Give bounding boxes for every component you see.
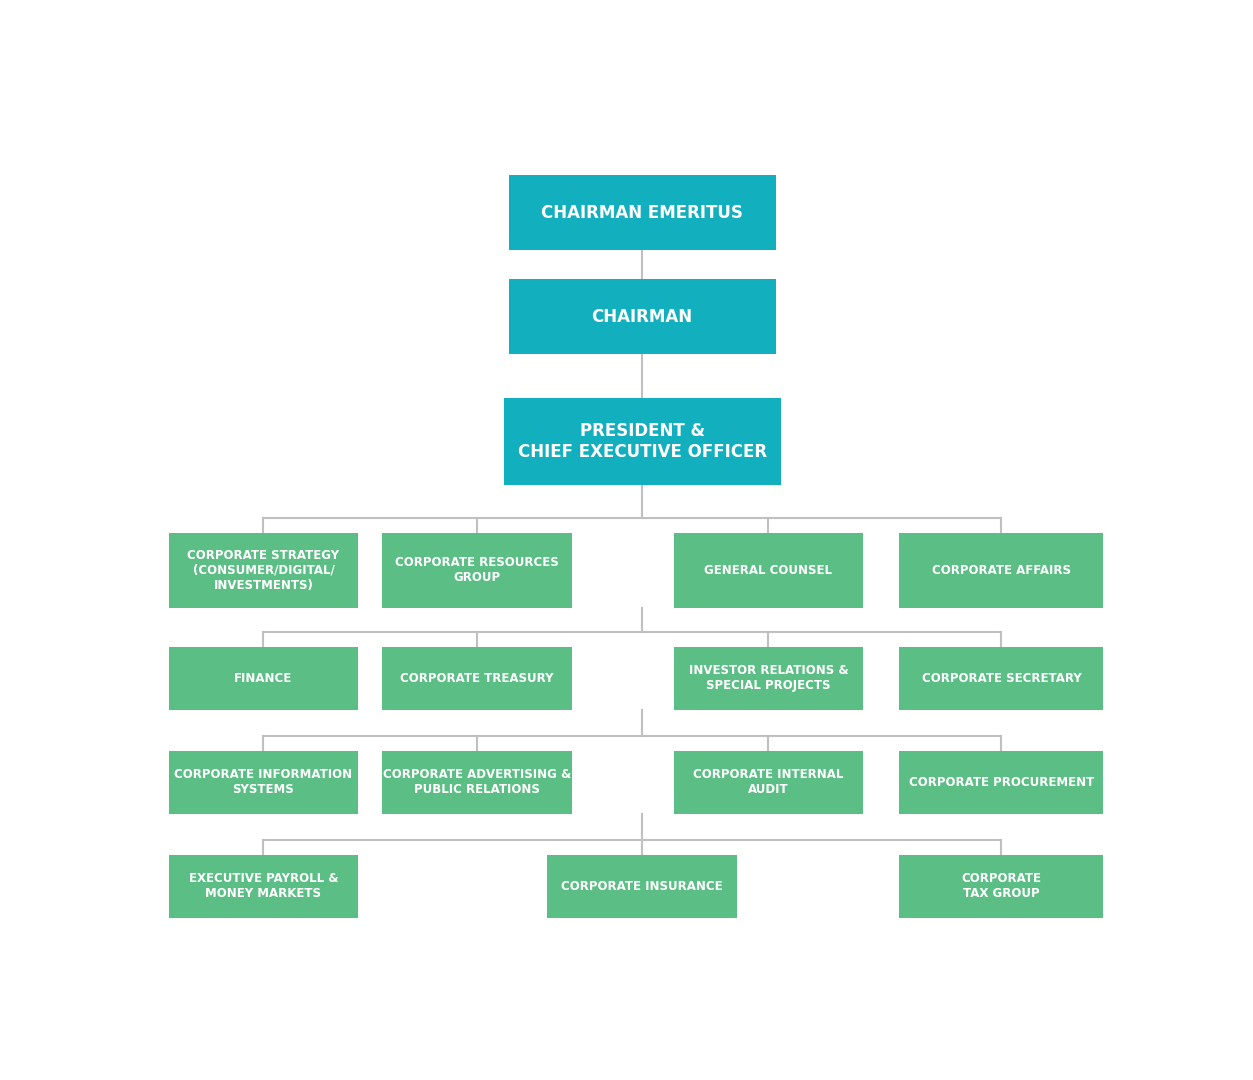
Text: CORPORATE AFFAIRS: CORPORATE AFFAIRS [932,564,1071,577]
FancyBboxPatch shape [169,647,358,710]
FancyBboxPatch shape [382,752,571,813]
FancyBboxPatch shape [674,532,863,608]
FancyBboxPatch shape [504,397,781,485]
FancyBboxPatch shape [674,647,863,710]
Text: CORPORATE ADVERTISING &
PUBLIC RELATIONS: CORPORATE ADVERTISING & PUBLIC RELATIONS [383,768,571,796]
FancyBboxPatch shape [169,752,358,813]
FancyBboxPatch shape [382,647,571,710]
Text: CORPORATE RESOURCES
GROUP: CORPORATE RESOURCES GROUP [395,556,559,584]
Text: CORPORATE TREASURY: CORPORATE TREASURY [400,672,554,685]
Text: CORPORATE
TAX GROUP: CORPORATE TAX GROUP [961,873,1041,901]
Text: CHAIRMAN EMERITUS: CHAIRMAN EMERITUS [541,204,743,221]
Text: CORPORATE STRATEGY
(CONSUMER/DIGITAL/
INVESTMENTS): CORPORATE STRATEGY (CONSUMER/DIGITAL/ IN… [188,549,340,592]
FancyBboxPatch shape [169,855,358,918]
Text: CHAIRMAN: CHAIRMAN [591,308,693,326]
FancyBboxPatch shape [169,532,358,608]
FancyBboxPatch shape [900,855,1104,918]
Text: CORPORATE INFORMATION
SYSTEMS: CORPORATE INFORMATION SYSTEMS [174,768,352,796]
FancyBboxPatch shape [900,647,1104,710]
FancyBboxPatch shape [509,175,776,251]
Text: CORPORATE INTERNAL
AUDIT: CORPORATE INTERNAL AUDIT [693,768,843,796]
Text: INVESTOR RELATIONS &
SPECIAL PROJECTS: INVESTOR RELATIONS & SPECIAL PROJECTS [689,664,848,692]
Text: CORPORATE INSURANCE: CORPORATE INSURANCE [561,880,723,893]
Text: PRESIDENT &
CHIEF EXECUTIVE OFFICER: PRESIDENT & CHIEF EXECUTIVE OFFICER [517,422,767,461]
FancyBboxPatch shape [900,532,1104,608]
Text: FINANCE: FINANCE [234,672,292,685]
Text: CORPORATE PROCUREMENT: CORPORATE PROCUREMENT [908,775,1094,788]
FancyBboxPatch shape [509,280,776,354]
Text: EXECUTIVE PAYROLL &
MONEY MARKETS: EXECUTIVE PAYROLL & MONEY MARKETS [189,873,338,901]
Text: GENERAL COUNSEL: GENERAL COUNSEL [704,564,832,577]
Text: CORPORATE SECRETARY: CORPORATE SECRETARY [922,672,1081,685]
FancyBboxPatch shape [548,855,737,918]
FancyBboxPatch shape [382,532,571,608]
FancyBboxPatch shape [674,752,863,813]
FancyBboxPatch shape [900,752,1104,813]
